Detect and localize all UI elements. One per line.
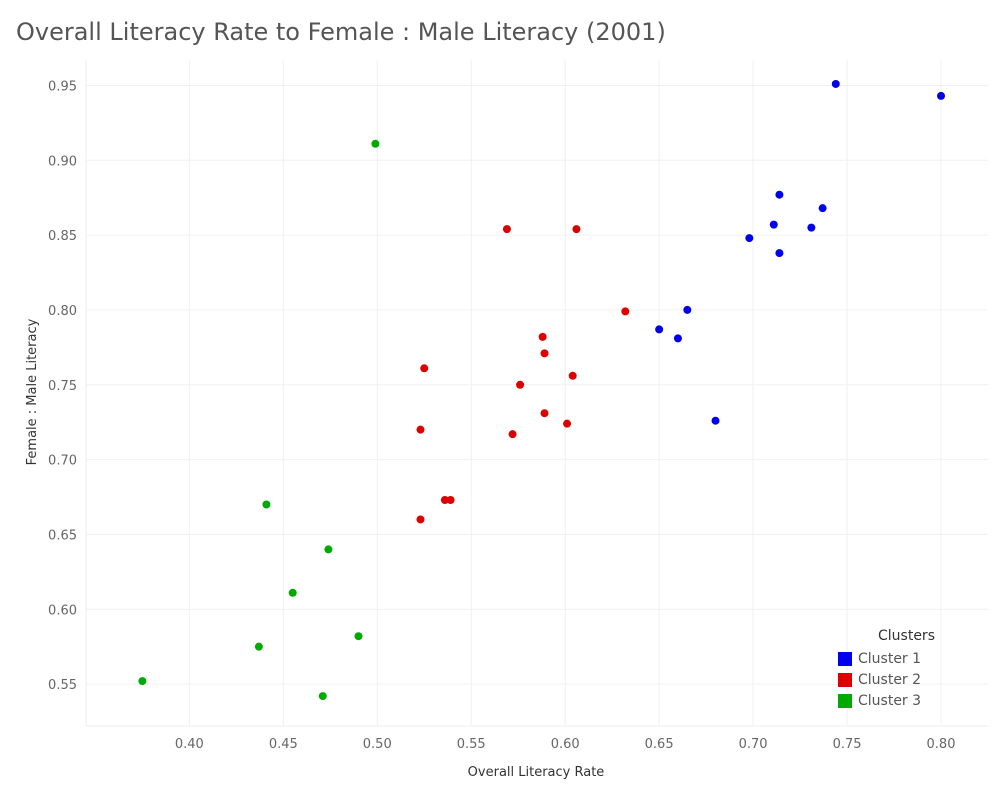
data-point-cluster-2 xyxy=(416,515,425,524)
data-point-cluster-2 xyxy=(420,364,429,373)
legend-swatch xyxy=(838,651,852,666)
legend-label: Cluster 3 xyxy=(858,692,922,709)
data-point-cluster-1 xyxy=(745,234,754,243)
data-point-cluster-3 xyxy=(324,545,333,554)
x-tick-label: 0.60 xyxy=(551,737,580,752)
data-point-cluster-2 xyxy=(540,349,549,358)
x-tick-label: 0.55 xyxy=(457,737,486,752)
data-point-cluster-1 xyxy=(937,91,946,100)
grid-layer xyxy=(85,60,988,727)
legend-swatch xyxy=(838,693,852,708)
x-tick-labels: 0.40 0.45 0.50 0.55 0.60 0.65 0.70 0.75 0.80 xyxy=(175,737,956,752)
legend-items: Cluster 1 Cluster 2 Cluster 3 xyxy=(838,648,935,711)
data-point-cluster-1 xyxy=(683,305,692,314)
x-tick-label: 0.45 xyxy=(269,737,298,752)
data-point-cluster-2 xyxy=(446,496,455,505)
x-tick-label: 0.65 xyxy=(645,737,674,752)
y-tick-label: 0.70 xyxy=(48,454,77,469)
data-point-cluster-3 xyxy=(138,677,147,686)
data-point-cluster-2 xyxy=(572,225,581,234)
legend-title: Clusters xyxy=(878,628,935,644)
legend: Clusters Cluster 1 Cluster 2 Cluster 3 xyxy=(838,628,935,711)
chart-title: Overall Literacy Rate to Female : Male L… xyxy=(16,18,666,46)
data-point-cluster-2 xyxy=(621,307,630,316)
legend-label: Cluster 2 xyxy=(858,671,922,688)
legend-item-cluster-1[interactable]: Cluster 1 xyxy=(838,648,935,669)
data-point-cluster-1 xyxy=(711,416,720,425)
data-point-cluster-1 xyxy=(655,325,664,334)
data-point-cluster-3 xyxy=(371,139,380,148)
x-tick-label: 0.80 xyxy=(927,737,956,752)
data-point-cluster-1 xyxy=(775,249,784,258)
x-tick-label: 0.50 xyxy=(363,737,392,752)
y-tick-label: 0.80 xyxy=(48,304,77,319)
data-point-cluster-1 xyxy=(818,204,827,213)
data-point-cluster-1 xyxy=(831,79,840,88)
y-tick-label: 0.55 xyxy=(48,678,77,693)
x-tick-label: 0.75 xyxy=(833,737,862,752)
y-tick-label: 0.90 xyxy=(48,154,77,169)
data-point-cluster-3 xyxy=(354,632,363,641)
y-tick-label: 0.60 xyxy=(48,603,77,618)
data-point-cluster-1 xyxy=(673,334,682,343)
legend-item-cluster-2[interactable]: Cluster 2 xyxy=(838,669,935,690)
y-tick-labels: 0.55 0.60 0.65 0.70 0.75 0.80 0.85 0.90 0.95 xyxy=(48,79,77,693)
legend-item-cluster-3[interactable]: Cluster 3 xyxy=(838,690,935,711)
y-tick-label: 0.65 xyxy=(48,528,77,543)
data-point-cluster-2 xyxy=(440,496,449,505)
x-axis-title: Overall Literacy Rate xyxy=(468,765,605,780)
data-point-cluster-3 xyxy=(254,642,263,651)
data-point-cluster-3 xyxy=(262,500,271,509)
data-point-cluster-2 xyxy=(563,419,572,428)
legend-swatch xyxy=(838,672,852,687)
data-point-cluster-2 xyxy=(502,225,511,234)
y-tick-label: 0.95 xyxy=(48,79,77,94)
data-point-cluster-2 xyxy=(516,380,525,389)
data-point-cluster-1 xyxy=(769,220,778,229)
data-point-cluster-1 xyxy=(807,223,816,232)
x-tick-label: 0.70 xyxy=(739,737,768,752)
legend-label: Cluster 1 xyxy=(858,650,922,667)
data-points xyxy=(138,79,946,701)
data-point-cluster-3 xyxy=(318,692,327,701)
y-axis-title: Female : Male Literacy xyxy=(25,318,40,465)
data-point-cluster-3 xyxy=(288,588,297,597)
y-tick-label: 0.75 xyxy=(48,379,77,394)
data-point-cluster-2 xyxy=(538,332,547,341)
data-point-cluster-2 xyxy=(508,430,517,439)
x-tick-label: 0.40 xyxy=(175,737,204,752)
y-tick-label: 0.85 xyxy=(48,229,77,244)
data-point-cluster-2 xyxy=(568,371,577,380)
data-point-cluster-2 xyxy=(540,409,549,418)
data-point-cluster-2 xyxy=(416,425,425,434)
data-point-cluster-1 xyxy=(775,190,784,199)
